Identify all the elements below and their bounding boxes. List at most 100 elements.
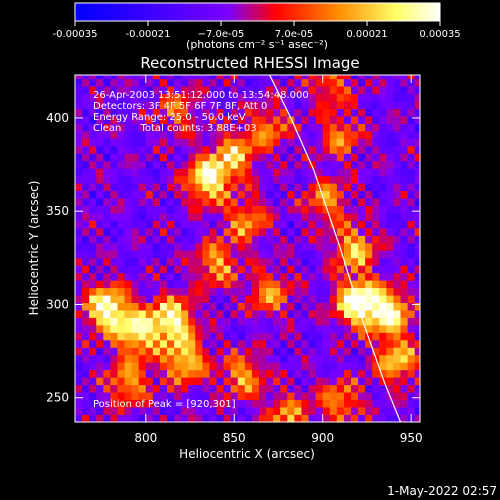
heatmap-cell xyxy=(393,145,401,154)
heatmap-cell xyxy=(351,145,359,154)
heatmap-cell xyxy=(266,272,274,281)
heatmap-cell xyxy=(159,384,168,393)
heatmap-cell xyxy=(273,168,281,177)
heatmap-cell xyxy=(244,377,253,386)
heatmap-cell xyxy=(393,369,401,378)
heatmap-cell xyxy=(273,407,281,415)
heatmap-cell xyxy=(223,347,232,356)
heatmap-cell xyxy=(393,407,401,415)
heatmap-cell xyxy=(393,205,401,214)
heatmap-cell xyxy=(329,108,338,117)
heatmap-cell xyxy=(110,138,118,147)
heatmap-cell xyxy=(230,242,239,251)
heatmap-cell xyxy=(117,295,125,304)
heatmap-cell xyxy=(188,242,196,251)
heatmap-cell xyxy=(188,324,196,333)
heatmap-cell xyxy=(223,138,232,147)
heatmap-cell xyxy=(209,272,217,281)
heatmap-cell xyxy=(351,123,359,132)
colorbar-tick-label: 0.00021 xyxy=(346,29,387,40)
heatmap-cell xyxy=(400,205,409,214)
heatmap-cell xyxy=(117,242,125,251)
heatmap-cell xyxy=(96,183,104,192)
heatmap-cell xyxy=(358,280,366,289)
heatmap-cell xyxy=(124,242,133,251)
heatmap-cell xyxy=(103,93,111,102)
heatmap-cell xyxy=(174,198,182,206)
heatmap-cell xyxy=(117,257,125,266)
heatmap-cell xyxy=(145,168,154,177)
heatmap-cell xyxy=(259,324,267,333)
heatmap-cell xyxy=(315,160,324,169)
heatmap-cell xyxy=(159,190,168,199)
heatmap-cell xyxy=(174,287,182,296)
heatmap-cell xyxy=(294,257,302,266)
heatmap-cell xyxy=(414,265,420,274)
heatmap-cell xyxy=(259,78,267,87)
heatmap-cell xyxy=(393,235,401,244)
heatmap-cell xyxy=(280,384,288,393)
heatmap-cell xyxy=(322,190,331,199)
heatmap-cell xyxy=(216,235,225,244)
heatmap-cell xyxy=(414,220,420,229)
heatmap-cell xyxy=(386,205,394,214)
heatmap-cell xyxy=(117,168,125,177)
heatmap-cell xyxy=(96,295,104,304)
heatmap-cell xyxy=(329,414,338,422)
heatmap-cell xyxy=(329,220,338,229)
heatmap-cell xyxy=(386,213,394,221)
heatmap-cell xyxy=(386,369,394,378)
heatmap-cell xyxy=(237,190,246,199)
heatmap-cell xyxy=(237,384,246,393)
heatmap-cell xyxy=(365,280,373,289)
heatmap-cell xyxy=(124,369,133,378)
heatmap-cell xyxy=(379,78,387,87)
heatmap-cell xyxy=(280,130,288,139)
heatmap-cell xyxy=(294,93,302,102)
heatmap-cell xyxy=(358,369,366,378)
heatmap-cell xyxy=(358,295,366,304)
heatmap-cell xyxy=(343,317,352,326)
heatmap-cell xyxy=(237,332,246,341)
heatmap-cell xyxy=(230,160,239,169)
heatmap-cell xyxy=(75,272,83,281)
heatmap-cell xyxy=(145,272,154,281)
heatmap-cell xyxy=(195,414,203,422)
heatmap-cell xyxy=(244,302,253,311)
heatmap-cell xyxy=(273,213,281,221)
heatmap-cell xyxy=(358,123,366,132)
x-axis-label: Heliocentric X (arcsec) xyxy=(179,447,315,461)
heatmap-cell xyxy=(124,227,133,236)
heatmap-cell xyxy=(301,242,309,251)
heatmap-cell xyxy=(138,384,147,393)
heatmap-cell xyxy=(251,414,260,422)
heatmap-cell xyxy=(89,153,97,162)
heatmap-cell xyxy=(400,250,409,259)
heatmap-cell xyxy=(174,213,182,221)
heatmap-cell xyxy=(202,235,210,244)
heatmap-cell xyxy=(322,250,331,259)
heatmap-cell xyxy=(131,205,140,214)
heatmap-cell xyxy=(82,227,90,236)
heatmap-cell xyxy=(82,302,90,311)
heatmap-cell xyxy=(103,213,111,221)
heatmap-cell xyxy=(273,138,281,147)
heatmap-cell xyxy=(195,190,203,199)
heatmap-cell xyxy=(343,205,352,214)
heatmap-cell xyxy=(414,198,420,206)
heatmap-cell xyxy=(181,399,189,408)
heatmap-cell xyxy=(230,108,239,117)
heatmap-cell xyxy=(280,108,288,117)
heatmap-cell xyxy=(181,265,189,274)
heatmap-cell xyxy=(209,213,217,221)
heatmap-cell xyxy=(103,130,111,139)
heatmap-cell xyxy=(159,123,168,132)
heatmap-cell xyxy=(75,354,83,363)
heatmap-cell xyxy=(89,138,97,147)
heatmap-cell xyxy=(195,93,203,102)
heatmap-cell xyxy=(195,280,203,289)
heatmap-cell xyxy=(237,183,246,192)
x-tick-label: 900 xyxy=(311,431,334,445)
heatmap-cell xyxy=(89,175,97,184)
heatmap-cell xyxy=(181,175,189,184)
